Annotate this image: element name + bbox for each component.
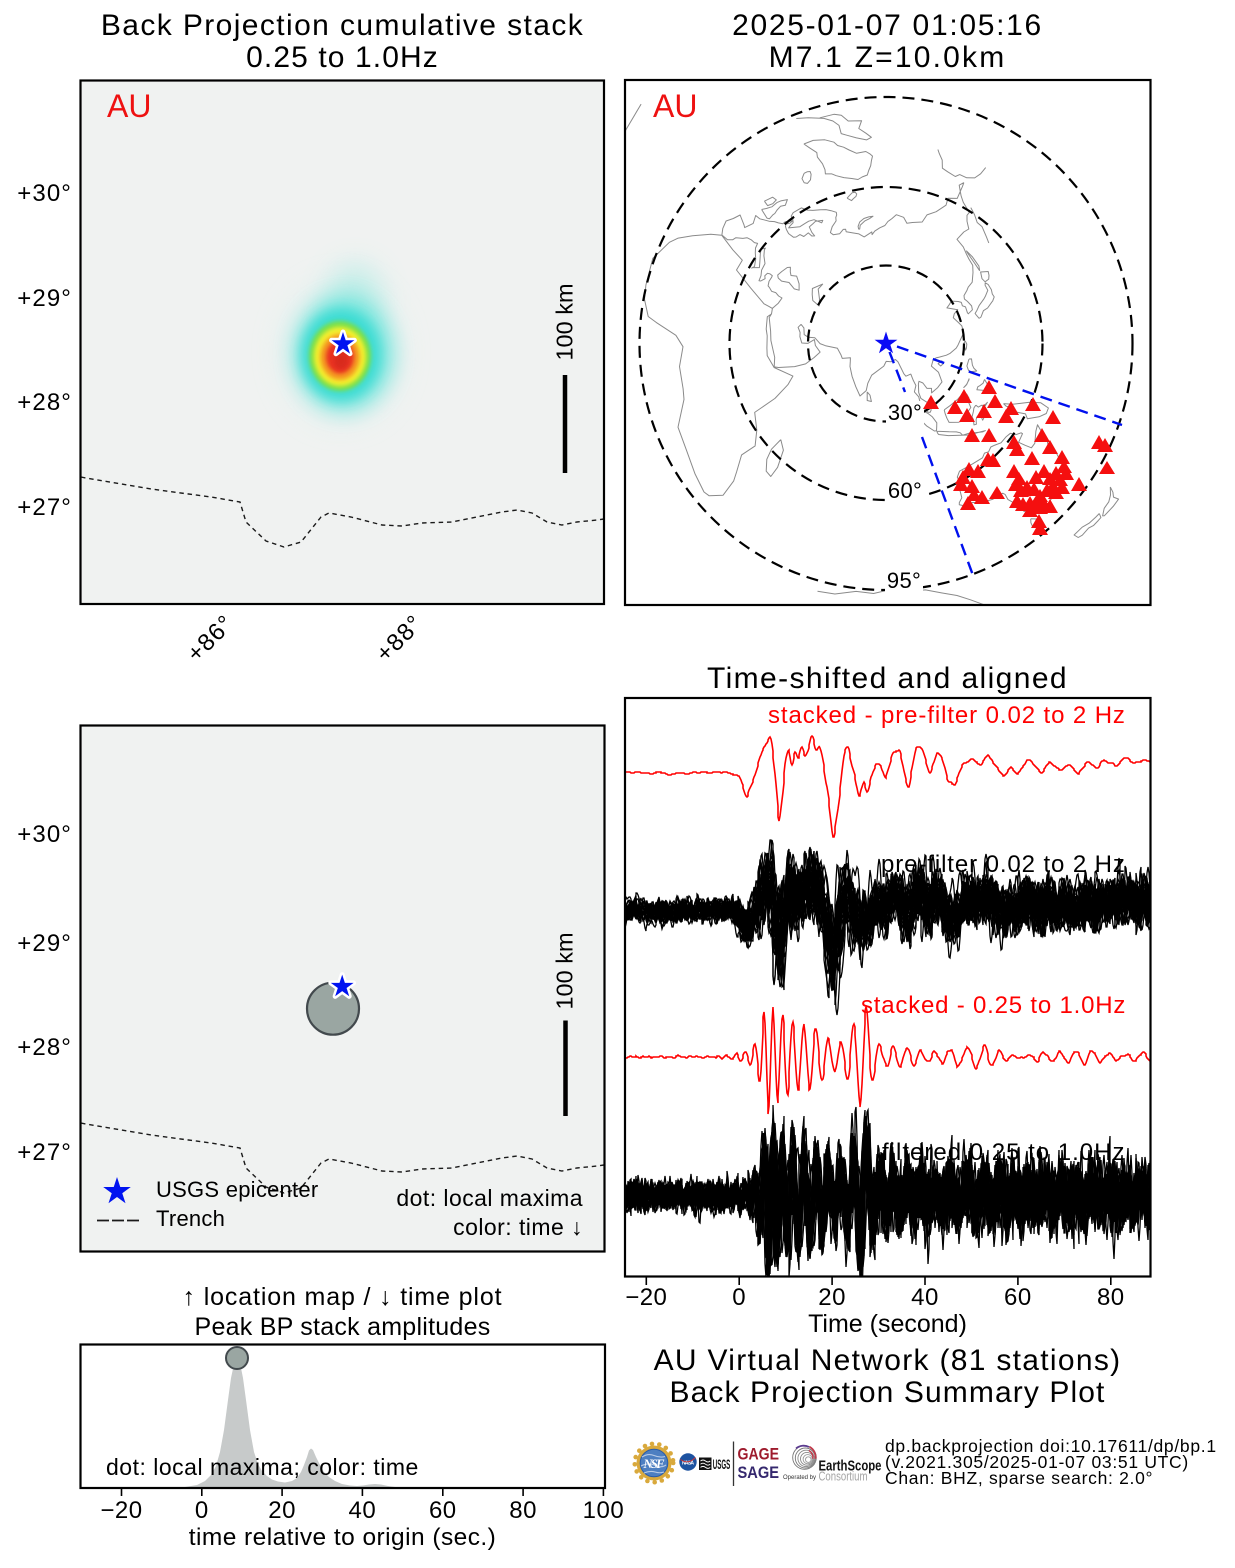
svg-text:GAGE: GAGE (738, 1445, 780, 1464)
svg-text:USGS: USGS (713, 1457, 731, 1472)
svg-text:EarthScope: EarthScope (819, 1459, 882, 1475)
svg-text:Consortium: Consortium (819, 1469, 868, 1484)
svg-text:NSF: NSF (643, 1457, 666, 1471)
svg-text:SAGE: SAGE (738, 1463, 780, 1482)
svg-text:NASA: NASA (682, 1461, 694, 1467)
svg-text:Operated by: Operated by (783, 1475, 816, 1481)
